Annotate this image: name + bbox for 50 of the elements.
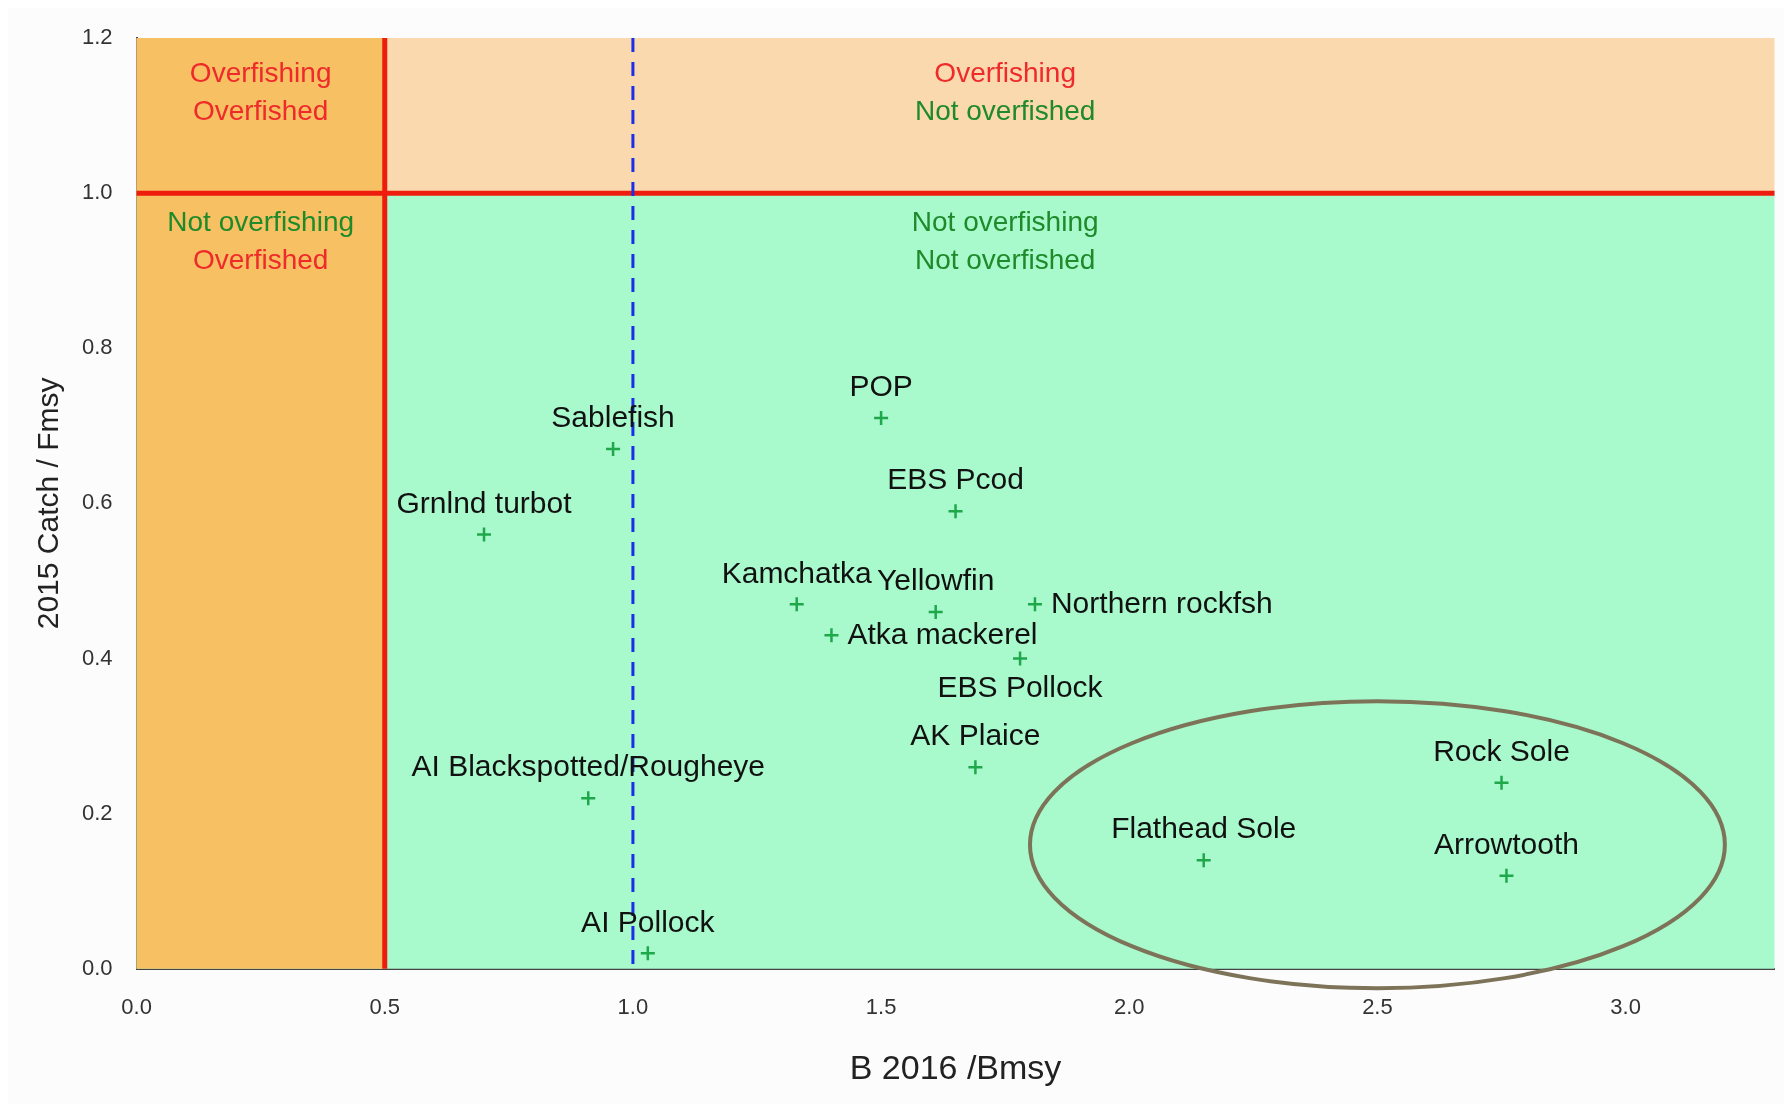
y-axis-title: 2015 Catch / Fmsy bbox=[31, 377, 65, 630]
annotation: EBS Pcod bbox=[887, 462, 1024, 496]
annotation: Northern rockfsh bbox=[1050, 585, 1273, 619]
x-tick-label: 2.5 bbox=[1362, 994, 1393, 1020]
annotation: Overfishing Overfished bbox=[189, 56, 332, 126]
annotation: Not overfishing Not overfished bbox=[911, 205, 1099, 275]
x-tick-label: 3.0 bbox=[1610, 994, 1641, 1020]
point bbox=[823, 627, 840, 644]
annotation: Atka mackerel bbox=[847, 616, 1038, 650]
x-tick-label: 1.0 bbox=[617, 994, 649, 1020]
x-tick-label: 1.5 bbox=[865, 994, 897, 1020]
point bbox=[1011, 650, 1029, 667]
annotation: POP bbox=[849, 369, 913, 403]
annotation: EBS Pollock bbox=[937, 669, 1104, 703]
y-tick-label: 0.2 bbox=[81, 799, 113, 825]
y-tick-label: 0.4 bbox=[81, 644, 113, 670]
annotation: Sablefish bbox=[551, 400, 675, 434]
y-tick-label: 0.6 bbox=[81, 489, 113, 515]
point bbox=[1493, 774, 1510, 791]
point bbox=[475, 526, 493, 543]
x-tick-label: 0.0 bbox=[121, 994, 152, 1020]
annotation: Yellowfin bbox=[877, 563, 995, 597]
y-tick-label: 1.2 bbox=[81, 24, 113, 50]
x-tick-label: 2.0 bbox=[1113, 994, 1145, 1020]
point bbox=[927, 603, 944, 621]
point bbox=[872, 409, 890, 427]
y-tick-label: 0.0 bbox=[81, 954, 113, 980]
point bbox=[947, 502, 964, 520]
annotation: Rock Sole bbox=[1433, 733, 1570, 767]
annotation: Arrowtooth bbox=[1433, 826, 1580, 860]
annotation: AI Pollock bbox=[581, 904, 716, 938]
point bbox=[1026, 595, 1044, 613]
annotation: Flathead Sole bbox=[1111, 811, 1297, 845]
annotation: Grnlnd turbot bbox=[396, 485, 573, 519]
point bbox=[1498, 867, 1515, 884]
point bbox=[1195, 851, 1212, 869]
annotation: Not overfishing Overfished bbox=[167, 205, 355, 275]
y-tick-label: 0.8 bbox=[81, 334, 113, 360]
annotation: Overfishing Not overfished bbox=[914, 56, 1096, 126]
annotation: Kamchatka bbox=[721, 555, 873, 589]
annotation: AI Blackspotted/Rougheye bbox=[411, 749, 766, 783]
point bbox=[604, 440, 622, 458]
point bbox=[639, 945, 657, 962]
point bbox=[967, 758, 984, 776]
annotation: AK Plaice bbox=[910, 718, 1041, 752]
point bbox=[788, 595, 805, 613]
x-tick-label: 0.5 bbox=[369, 994, 401, 1020]
x-axis-title: B 2016 /Bmsy bbox=[849, 1047, 1062, 1086]
y-tick-label: 1.0 bbox=[81, 179, 113, 205]
point bbox=[580, 789, 597, 807]
